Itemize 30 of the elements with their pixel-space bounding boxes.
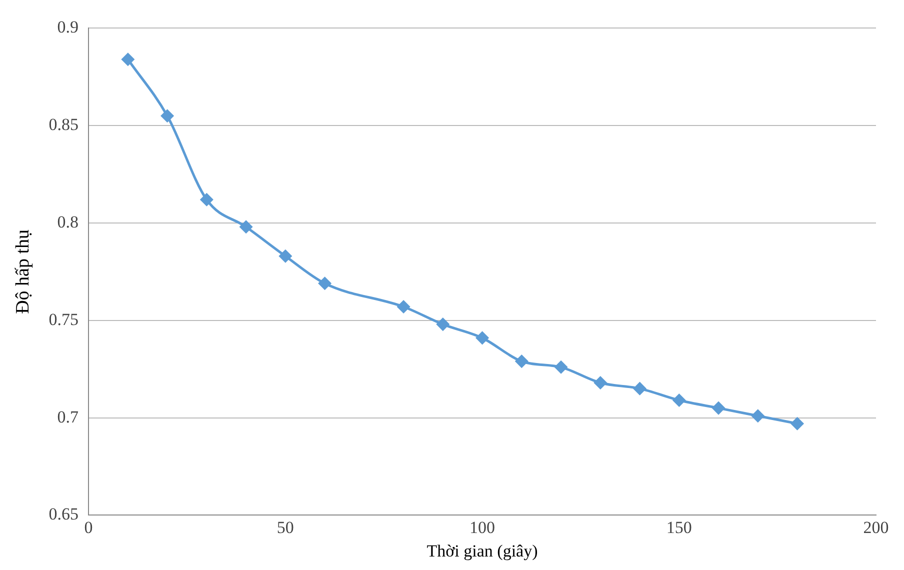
y-axis-title: Độ hấp thụ: [12, 228, 34, 314]
y-tick-label: 0.8: [57, 212, 79, 232]
point: [161, 110, 174, 122]
point: [279, 250, 292, 262]
y-tick-label: 0.9: [57, 18, 79, 37]
point: [476, 332, 489, 344]
y-tick-label: 0.7: [57, 407, 80, 426]
y-tick-label: 0.75: [48, 310, 79, 329]
point: [594, 376, 607, 389]
point: [752, 410, 764, 422]
x-tick-label: 100: [470, 518, 496, 537]
x-tick-label: 50: [276, 518, 294, 537]
x-axis-title: Thời gian (giây): [426, 541, 538, 560]
x-tick-label: 200: [863, 518, 889, 537]
x-tick-label: 150: [666, 518, 692, 537]
point: [712, 402, 725, 414]
x-tick-label: 0: [84, 518, 93, 537]
point: [200, 193, 213, 206]
point: [436, 318, 450, 331]
y-tick-label: 0.65: [48, 504, 79, 524]
point: [634, 382, 646, 395]
y-tick-label: 0.85: [48, 115, 79, 134]
point: [397, 300, 410, 314]
point: [240, 220, 252, 234]
point: [554, 360, 568, 374]
point: [318, 277, 332, 290]
point: [122, 53, 134, 66]
point: [672, 394, 686, 407]
point: [791, 417, 804, 430]
point: [515, 355, 528, 368]
